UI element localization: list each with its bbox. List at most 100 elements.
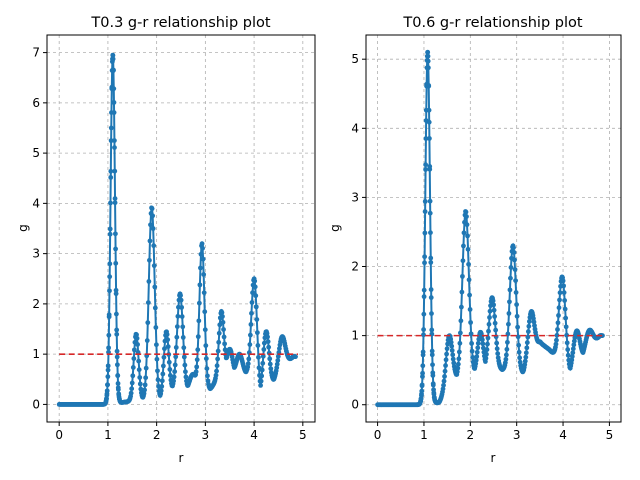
data-point bbox=[532, 323, 537, 328]
data-point bbox=[196, 300, 202, 306]
data-point bbox=[465, 246, 471, 252]
data-point bbox=[250, 290, 255, 296]
data-point bbox=[457, 330, 463, 336]
data-point bbox=[130, 373, 136, 379]
data-point bbox=[421, 287, 427, 293]
data-point bbox=[149, 206, 155, 212]
data-point bbox=[430, 362, 435, 368]
data-point bbox=[111, 86, 117, 92]
data-point bbox=[194, 364, 200, 370]
data-point bbox=[508, 265, 514, 270]
data-point bbox=[570, 350, 576, 356]
data-point bbox=[266, 344, 272, 350]
data-point bbox=[449, 343, 455, 349]
data-point bbox=[486, 328, 491, 334]
data-point bbox=[443, 357, 449, 363]
data-point bbox=[422, 209, 428, 214]
data-point bbox=[113, 260, 119, 266]
data-point bbox=[429, 348, 435, 354]
data-point bbox=[137, 381, 143, 387]
data-point bbox=[259, 367, 265, 373]
data-point bbox=[515, 324, 521, 330]
data-point bbox=[457, 340, 463, 346]
data-point bbox=[449, 348, 455, 353]
data-point bbox=[216, 330, 222, 336]
data-point bbox=[260, 360, 266, 366]
data-point bbox=[506, 311, 512, 316]
data-point bbox=[253, 304, 259, 310]
data-point bbox=[512, 257, 517, 263]
data-point bbox=[142, 382, 148, 388]
data-point bbox=[464, 222, 470, 228]
data-point bbox=[112, 200, 118, 206]
left-x-tick-label: 1 bbox=[104, 428, 112, 442]
data-point bbox=[425, 65, 431, 71]
data-point bbox=[421, 311, 427, 317]
data-point bbox=[145, 300, 151, 305]
data-point bbox=[425, 49, 431, 55]
data-point bbox=[427, 210, 433, 216]
data-point bbox=[143, 375, 149, 381]
data-point bbox=[221, 334, 227, 340]
data-point bbox=[467, 307, 473, 312]
data-point bbox=[252, 278, 258, 284]
data-point bbox=[114, 348, 120, 354]
data-point bbox=[483, 355, 489, 361]
data-point bbox=[128, 390, 134, 396]
left-x-tick-label: 4 bbox=[250, 428, 258, 442]
data-point bbox=[445, 341, 451, 347]
data-point bbox=[141, 391, 147, 396]
data-point bbox=[198, 265, 203, 271]
data-point bbox=[554, 337, 559, 343]
data-point bbox=[198, 251, 204, 257]
data-point bbox=[148, 222, 153, 228]
right-x-tick-label: 5 bbox=[606, 428, 614, 442]
data-point bbox=[220, 314, 225, 319]
data-point bbox=[201, 272, 207, 277]
data-point bbox=[423, 162, 429, 168]
data-point bbox=[467, 292, 472, 298]
data-point bbox=[563, 315, 569, 321]
data-point bbox=[179, 314, 185, 319]
data-point bbox=[259, 373, 265, 379]
data-point bbox=[197, 282, 203, 288]
data-point bbox=[105, 367, 111, 373]
data-point bbox=[130, 365, 136, 370]
data-point bbox=[514, 313, 520, 319]
data-point bbox=[113, 291, 119, 297]
data-point bbox=[430, 382, 436, 388]
data-point bbox=[426, 83, 432, 89]
data-point bbox=[473, 357, 479, 363]
data-point bbox=[486, 321, 492, 327]
data-point bbox=[134, 332, 139, 338]
data-point bbox=[562, 306, 568, 312]
data-point bbox=[183, 374, 189, 380]
data-point bbox=[506, 321, 511, 327]
data-point bbox=[491, 302, 496, 308]
data-point bbox=[115, 373, 121, 379]
data-point bbox=[155, 377, 161, 383]
right-y-tick-label: 5 bbox=[351, 52, 359, 66]
data-point bbox=[444, 351, 449, 357]
data-point bbox=[420, 363, 426, 369]
data-point bbox=[508, 275, 513, 281]
data-point bbox=[427, 136, 432, 141]
data-point bbox=[172, 362, 178, 368]
right-y-tick-label: 4 bbox=[351, 121, 359, 135]
right-y-tick-label: 1 bbox=[351, 329, 359, 343]
data-point bbox=[107, 261, 113, 267]
data-point bbox=[256, 354, 261, 360]
data-point bbox=[215, 348, 221, 354]
data-point bbox=[214, 363, 220, 369]
data-point bbox=[154, 356, 160, 362]
data-point bbox=[152, 284, 158, 290]
data-point bbox=[220, 319, 226, 325]
data-point bbox=[200, 256, 206, 262]
data-point bbox=[557, 297, 562, 303]
left-g-r-line bbox=[59, 54, 296, 406]
right-chart-title: T0.6 g-r relationship plot bbox=[402, 15, 582, 31]
data-point bbox=[108, 175, 114, 180]
data-point bbox=[495, 351, 501, 357]
data-point bbox=[115, 381, 121, 386]
data-point bbox=[426, 107, 432, 113]
